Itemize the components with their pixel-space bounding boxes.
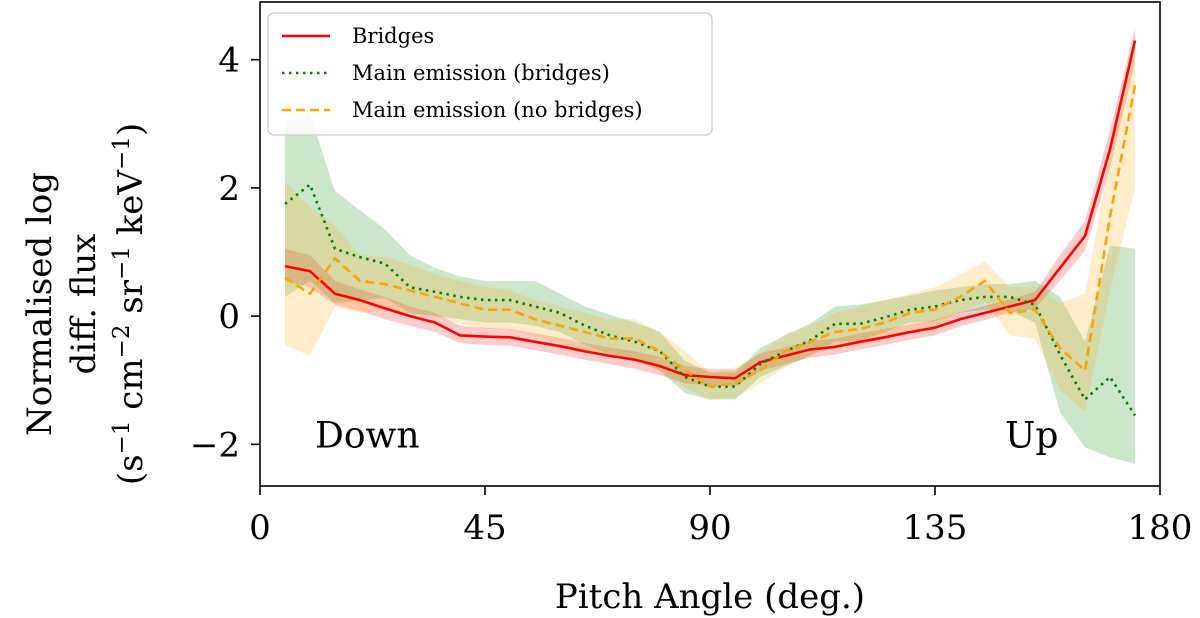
y-tick-label-0: 4 [218, 41, 240, 81]
line-series-2 [284, 85, 1137, 388]
legend-box [267, 12, 713, 136]
units-kev: keV [111, 169, 151, 247]
legend-label-main-emission-bridges: Main emission (bridges) [352, 61, 610, 85]
units-close: ) [111, 123, 151, 136]
y-tick-label-3: −2 [190, 425, 240, 465]
y-axis-title-line2: diff. flux [64, 234, 104, 375]
units-s-exp: −1 [109, 421, 135, 455]
x-tick-label-2: 90 [688, 508, 731, 548]
legend-label-bridges: Bridges [352, 24, 434, 48]
units-cm: cm [111, 358, 151, 420]
x-tick-label-3: 135 [903, 508, 968, 548]
band-series-2 [285, 40, 1135, 413]
units-sr: sr [111, 279, 151, 324]
confidence-bands [285, 27, 1135, 464]
annotation-up: Up [1005, 416, 1058, 457]
units-sr-exp: −1 [109, 246, 135, 280]
units-cm-exp: −2 [109, 325, 135, 359]
series-lines [284, 40, 1137, 417]
y-axis-title-units: (s−1 cm−2 sr−1 keV−1) [109, 123, 151, 485]
x-tick-label-1: 45 [463, 508, 506, 548]
y-axis-title-line1: Normalised log [20, 172, 60, 436]
x-axis-title: Pitch Angle (deg.) [555, 577, 865, 617]
units-kev-exp: −1 [109, 136, 135, 170]
y-axis-title: Normalised log diff. flux (s−1 cm−2 sr−1… [20, 123, 151, 485]
y-tick-label-1: 2 [218, 169, 240, 209]
y-tick-label-2: 0 [218, 297, 240, 337]
x-tick-label-4: 180 [1128, 508, 1193, 548]
band-series-1 [285, 114, 1135, 464]
legend-label-main-emission-no-bridges: Main emission (no bridges) [352, 98, 643, 122]
legend: Bridges Main emission (bridges) Main emi… [267, 12, 713, 136]
line-series-1 [284, 183, 1137, 417]
axis-ticks: 0 45 90 135 180 4 2 0 −2 [190, 41, 1193, 548]
line-series-0 [284, 40, 1137, 380]
x-tick-label-0: 0 [249, 508, 271, 548]
annotation-down: Down [315, 416, 420, 457]
units-open: (s [111, 454, 151, 485]
